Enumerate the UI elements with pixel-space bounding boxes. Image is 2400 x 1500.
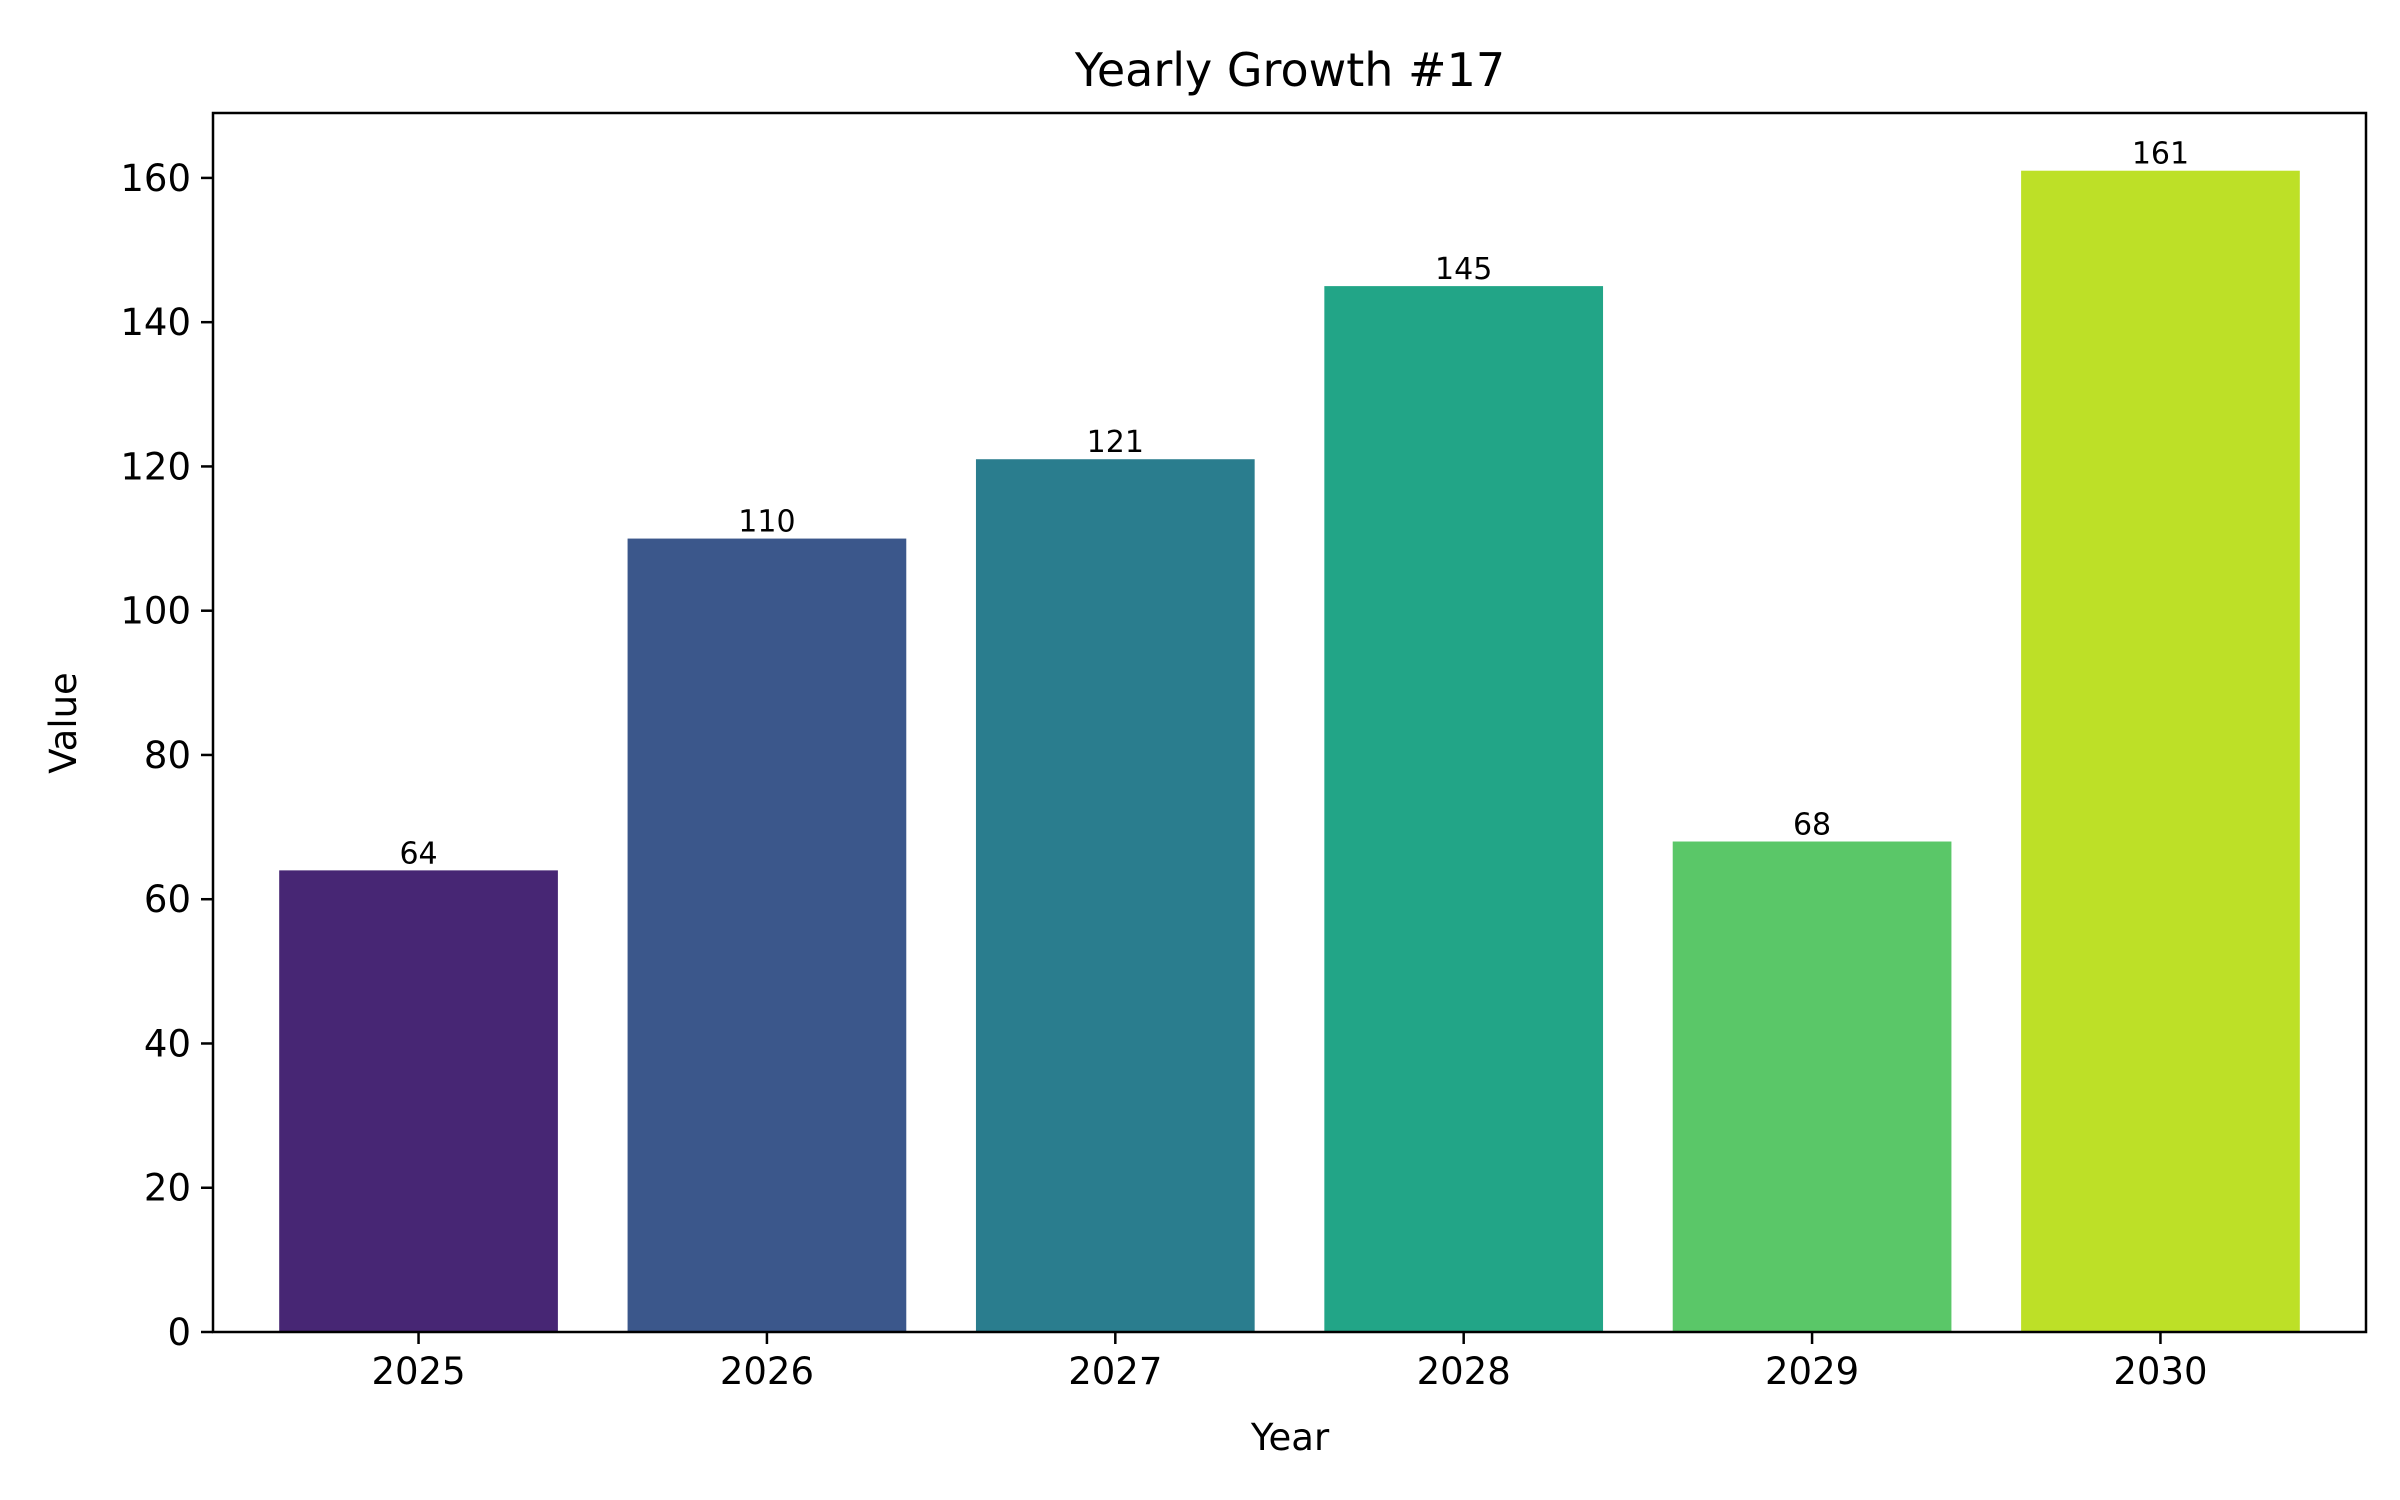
y-axis-label: Value (42, 672, 85, 774)
bar-2028 (1324, 286, 1604, 1332)
y-tick-label: 20 (144, 1167, 191, 1210)
y-tick-label: 60 (144, 878, 191, 921)
bar-value-label: 161 (2132, 137, 2189, 172)
bar-series (279, 170, 2300, 1333)
x-tick-label: 2028 (1417, 1350, 1511, 1393)
x-axis: 2025 2026 2027 2028 2029 2030 (371, 1332, 2208, 1393)
bar-value-label: 68 (1793, 808, 1831, 843)
bar-2030 (2021, 170, 2300, 1333)
y-tick-label: 100 (120, 590, 191, 633)
bar-value-label: 145 (1435, 252, 1492, 287)
x-tick-label: 2026 (720, 1350, 814, 1393)
x-tick-label: 2027 (1068, 1350, 1162, 1393)
bar-value-label: 121 (1087, 425, 1144, 460)
x-tick-label: 2025 (371, 1350, 465, 1393)
bar-2027 (975, 459, 1255, 1332)
x-tick-label: 2029 (1765, 1350, 1859, 1393)
bar-2025 (279, 870, 558, 1332)
y-tick-label: 0 (167, 1311, 191, 1354)
y-tick-label: 160 (120, 157, 191, 200)
chart-title: Yearly Growth #17 (1074, 43, 1505, 97)
bar-value-label: 64 (399, 836, 437, 871)
plot-area-frame (211, 111, 2368, 1334)
y-tick-label: 80 (144, 734, 191, 777)
y-axis: 0 20 40 60 80 100 120 140 160 (120, 157, 213, 1354)
bar-2026 (627, 538, 907, 1332)
y-tick-label: 120 (120, 445, 191, 488)
bar-2029 (1672, 841, 1952, 1332)
x-tick-label: 2030 (2113, 1350, 2207, 1393)
y-tick-label: 40 (144, 1022, 191, 1065)
bar-value-label: 110 (738, 505, 795, 540)
y-tick-label: 140 (120, 301, 191, 344)
bar-data-labels: 64 110 121 145 68 161 (399, 137, 2189, 872)
x-axis-label: Year (1250, 1416, 1330, 1459)
